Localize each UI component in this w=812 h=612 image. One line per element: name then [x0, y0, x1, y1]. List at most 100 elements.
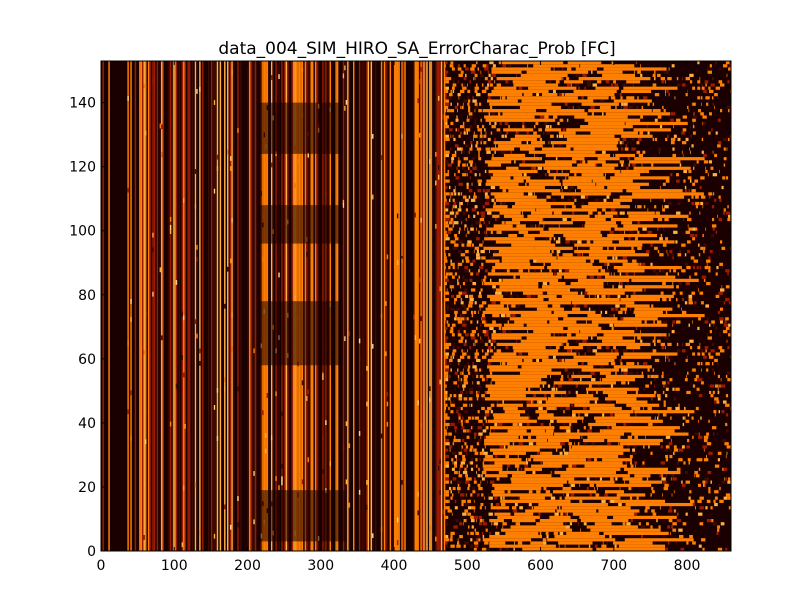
heatmap-segment [651, 397, 653, 401]
heatmap-segment [452, 486, 456, 491]
heatmap-segment [708, 86, 711, 90]
heatmap-segment [650, 525, 653, 529]
heatmap-segment [550, 394, 555, 398]
heatmap-segment [563, 493, 564, 497]
heatmap-segment [445, 454, 449, 459]
heatmap-segment [460, 301, 464, 305]
heatmap-segment [481, 394, 485, 398]
heatmap-segment [706, 259, 711, 263]
heatmap-segment [454, 240, 456, 244]
heatmap-segment [670, 438, 672, 443]
heatmap-segment [563, 394, 568, 398]
heatmap-segment [587, 429, 592, 433]
heatmap-segment [698, 467, 701, 471]
heatmap-segment [704, 201, 710, 206]
heatmap-segment [585, 221, 616, 225]
heatmap-segment [726, 73, 728, 78]
heatmap-segment [681, 269, 686, 273]
heatmap-segment [495, 291, 499, 295]
heatmap-segment [452, 461, 454, 465]
heatmap-cell [231, 312, 233, 318]
heatmap-segment [620, 96, 623, 100]
heatmap-segment [459, 467, 461, 471]
heatmap-segment [500, 502, 506, 507]
heatmap-segment [451, 352, 455, 356]
heatmap-segment [563, 448, 565, 452]
heatmap-segment [445, 320, 447, 324]
heatmap-segment [468, 109, 471, 113]
heatmap-segment [445, 384, 447, 388]
heatmap-segment [461, 371, 464, 375]
heatmap-segment [445, 109, 447, 113]
heatmap-segment [458, 134, 461, 138]
heatmap-segment [604, 493, 608, 497]
heatmap-segment [454, 233, 458, 238]
heatmap-column [199, 61, 201, 551]
heatmap-segment [445, 61, 448, 65]
heatmap-segment [462, 470, 468, 475]
heatmap-segment [575, 73, 581, 78]
heatmap-segment [472, 486, 476, 491]
heatmap-cell [366, 366, 368, 371]
heatmap-segment [671, 474, 675, 478]
heatmap-segment [665, 346, 666, 350]
heatmap-segment [486, 150, 491, 154]
heatmap-segment [502, 201, 507, 206]
heatmap-segment [552, 470, 553, 475]
heatmap-segment [714, 413, 716, 417]
heatmap-segment [711, 224, 717, 228]
heatmap-segment [714, 61, 718, 65]
heatmap-segment [457, 374, 460, 379]
heatmap-segment [445, 538, 449, 542]
heatmap-segment [485, 528, 488, 532]
heatmap-segment [588, 109, 652, 113]
heatmap-segment [481, 531, 484, 535]
heatmap-segment [575, 384, 578, 388]
heatmap-segment [645, 506, 650, 510]
heatmap-segment [629, 454, 633, 459]
heatmap-segment [462, 102, 464, 106]
heatmap-segment [676, 461, 679, 465]
heatmap-segment [640, 534, 644, 539]
heatmap-segment [588, 422, 616, 427]
heatmap-segment [536, 259, 586, 263]
heatmap-segment [689, 125, 691, 129]
heatmap-segment [445, 179, 450, 183]
heatmap-segment [662, 480, 667, 484]
heatmap-segment [651, 509, 655, 513]
heatmap-segment [509, 317, 559, 321]
heatmap-cell [307, 152, 310, 158]
heatmap-segment [480, 70, 482, 74]
heatmap-cell [224, 377, 226, 383]
heatmap-segment [613, 80, 616, 84]
heatmap-segment [560, 512, 564, 516]
heatmap-segment [617, 294, 621, 298]
heatmap-segment [702, 205, 704, 209]
heatmap-cell [358, 356, 361, 361]
heatmap-segment [665, 89, 666, 94]
heatmap-segment [564, 496, 621, 500]
heatmap-segment [717, 214, 718, 218]
heatmap-column [363, 61, 365, 551]
heatmap-segment [520, 147, 533, 151]
heatmap-segment [641, 371, 644, 375]
heatmap-segment [463, 131, 466, 135]
heatmap-segment [498, 112, 501, 116]
heatmap-segment [714, 358, 718, 363]
heatmap-segment [482, 429, 487, 433]
heatmap-segment [725, 211, 731, 215]
heatmap-column [374, 61, 377, 551]
heatmap-segment [667, 381, 670, 385]
heatmap-segment [581, 173, 604, 177]
heatmap-segment [704, 346, 709, 350]
heatmap-column [250, 61, 252, 551]
heatmap-segment [445, 137, 450, 142]
heatmap-segment [484, 169, 487, 174]
heatmap-segment [447, 509, 452, 513]
heatmap-segment [605, 211, 618, 215]
heatmap-segment [445, 534, 449, 539]
heatmap-segment [489, 368, 552, 372]
heatmap-segment [486, 230, 488, 234]
heatmap-segment [445, 269, 450, 273]
heatmap-segment [655, 272, 659, 276]
